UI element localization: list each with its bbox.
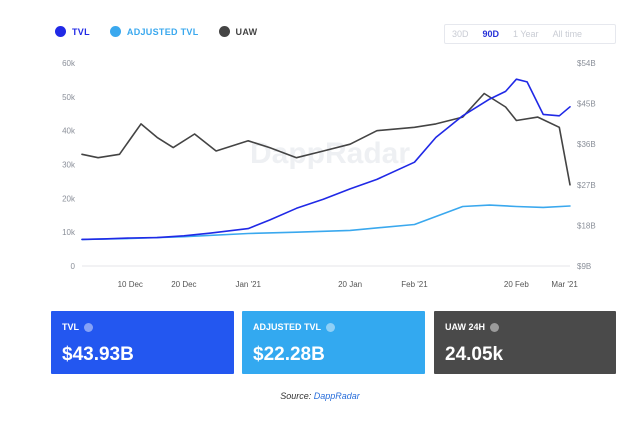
info-icon[interactable] — [490, 322, 500, 332]
y-axis-right: $9B $18B $27B $36B $45B $54B — [577, 59, 596, 271]
y-left-tick-label: 10k — [62, 228, 76, 237]
y-left-tick-label: 60k — [62, 59, 76, 68]
source-link[interactable]: DappRadar — [313, 391, 360, 401]
range-1-year-button[interactable]: 1 Year — [513, 29, 539, 39]
time-range-selector: 30D 90D 1 Year All time — [444, 24, 616, 44]
y-right-tick-label: $45B — [577, 100, 596, 109]
tvl-card-label: TVL — [62, 322, 79, 332]
series-lines — [81, 78, 571, 241]
series-line-uaw — [81, 92, 571, 186]
legend-item-tvl[interactable]: TVL — [55, 26, 90, 37]
y-right-tick-label: $18B — [577, 221, 596, 230]
tvl-card-value: $43.93B — [62, 344, 134, 365]
y-left-tick-label: 50k — [62, 93, 76, 102]
line-chart: DappRadar 0 10k 20k 30k 40k 50k 60k $9B $18B $27… — [62, 59, 596, 289]
info-icon[interactable] — [84, 322, 93, 332]
x-axis: 10 Dec 20 Dec Jan '21 20 Jan Feb '21 20 Feb Ma… — [118, 280, 579, 289]
y-right-tick-label: $36B — [577, 140, 596, 149]
range-all-time-button[interactable]: All time — [552, 29, 583, 39]
tvl-card: TVL $43.93B — [51, 311, 234, 374]
uaw-24h-card: UAW 24H 24.05k — [434, 311, 616, 374]
x-tick-label: 20 Jan — [338, 280, 362, 289]
range-90d-button[interactable]: 90D — [482, 29, 500, 39]
x-tick-label: Mar '21 — [551, 280, 578, 289]
source-caption: Source: DappRadar — [0, 391, 640, 401]
y-left-tick-label: 40k — [62, 127, 76, 136]
adjusted-tvl-legend-dot — [109, 26, 121, 37]
legend-item-uaw[interactable]: UAW — [218, 26, 258, 37]
x-tick-label: 20 Feb — [504, 280, 529, 289]
adjusted-tvl-card: ADJUSTED TVL $22.28B — [242, 311, 425, 374]
range-30d-button[interactable]: 30D — [452, 29, 469, 39]
y-right-tick-label: $54B — [577, 59, 596, 68]
watermark-text: DappRadar — [250, 137, 410, 170]
legend-label-tvl: TVL — [72, 26, 90, 37]
x-tick-label: Feb '21 — [401, 280, 428, 289]
adjusted-tvl-card-value: $22.28B — [253, 344, 325, 365]
adjusted-tvl-card-title: ADJUSTED TVL — [253, 322, 336, 332]
adjusted-tvl-card-label: ADJUSTED TVL — [253, 322, 322, 332]
legend-label-uaw: UAW — [235, 26, 258, 37]
uaw-24h-card-title: UAW 24H — [445, 322, 500, 332]
tvl-card-title: TVL — [62, 322, 93, 332]
source-prefix: Source: — [280, 391, 312, 401]
x-tick-label: 10 Dec — [118, 280, 143, 289]
series-line-adjusted-tvl — [81, 204, 571, 241]
legend-item-adjusted-tvl[interactable]: ADJUSTED TVL — [109, 26, 199, 37]
y-left-tick-label: 0 — [71, 262, 76, 271]
x-tick-label: Jan '21 — [235, 280, 261, 289]
y-left-tick-label: 30k — [62, 161, 76, 170]
y-right-tick-label: $27B — [577, 181, 596, 190]
legend-label-adjusted-tvl: ADJUSTED TVL — [126, 26, 199, 37]
tvl-legend-dot — [55, 26, 66, 37]
info-icon[interactable] — [326, 322, 336, 332]
y-right-tick-label: $9B — [577, 262, 591, 271]
x-tick-label: 20 Dec — [171, 280, 196, 289]
uaw-legend-dot — [218, 26, 230, 37]
chart-legend: TVL ADJUSTED TVL UAW — [55, 26, 257, 37]
y-axis-left: 0 10k 20k 30k 40k 50k 60k — [62, 59, 76, 271]
y-left-tick-label: 20k — [62, 194, 76, 203]
uaw-24h-card-value: 24.05k — [445, 344, 504, 365]
series-line-tvl — [81, 78, 571, 241]
uaw-24h-card-label: UAW 24H — [445, 322, 486, 332]
